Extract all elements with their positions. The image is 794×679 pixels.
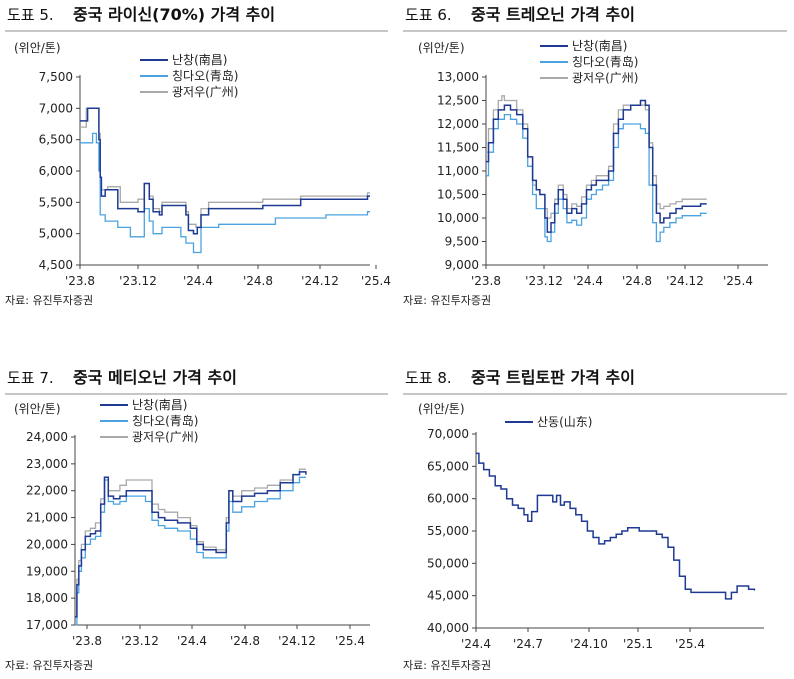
y-unit-label: (위안/톤) <box>418 41 465 55</box>
source-note: 자료: 유진투자증권 <box>5 294 93 307</box>
y-tick-label: 10,500 <box>437 188 479 202</box>
y-tick-label: 21,000 <box>26 511 68 525</box>
y-tick-label: 12,500 <box>437 94 479 108</box>
x-tick-label: '23.8 <box>72 634 102 648</box>
y-tick-label: 9,500 <box>445 235 479 249</box>
y-tick-label: 12,000 <box>437 117 479 131</box>
chart-panel-5: 도표 5. 중국 라이신(70%) 가격 추이 (위안/톤) 7,500 7,000 6,… <box>5 5 391 307</box>
y-tick-label: 22,000 <box>26 484 68 498</box>
legend-label: 난창(南昌) <box>132 397 187 412</box>
y-tick-label: 9,000 <box>445 258 479 272</box>
x-tick-label: '24.12 <box>278 634 316 648</box>
series-line-2 <box>486 113 707 243</box>
source-note: 자료: 유진투자증권 <box>403 659 491 672</box>
y-tick-label: 24,000 <box>26 430 68 444</box>
source-note: 자료: 유진투자증권 <box>403 294 491 307</box>
x-tick-label: '23.8 <box>65 274 95 288</box>
y-tick-label: 19,000 <box>26 564 68 578</box>
y-tick-label: 4,500 <box>39 258 73 272</box>
legend-label: 난창(南昌) <box>172 52 227 67</box>
x-tick-label: '23.8 <box>471 274 501 288</box>
chart-title: 중국 트레오닌 가격 추이 <box>471 5 635 24</box>
x-tick-label: '23.12 <box>121 634 159 648</box>
y-tick-label: 7,500 <box>39 70 73 84</box>
series-line-2 <box>75 476 306 626</box>
x-tick-label: '25.4 <box>335 634 365 648</box>
x-tick-label: '23.12 <box>525 274 563 288</box>
x-tick-label: '24.8 <box>243 274 273 288</box>
y-tick-label: 55,000 <box>427 524 469 538</box>
chart-panel-6: 도표 6. 중국 트레오닌 가격 추이 (위안/톤) 13,000 12,500 12,0… <box>403 5 787 307</box>
chart-panel-7: 도표 7. 중국 메티오닌 가격 추이 (위안/톤) 24,000 23,000 22,0… <box>5 368 388 672</box>
y-unit-label: (위안/톤) <box>14 41 61 55</box>
y-tick-label: 20,000 <box>26 537 68 551</box>
x-tick-label: '24.8 <box>622 274 652 288</box>
series-line-1 <box>486 99 707 233</box>
legend-label: 광저우(广州) <box>132 430 198 444</box>
y-tick-label: 10,000 <box>437 211 479 225</box>
y-unit-label: (위안/톤) <box>418 402 465 416</box>
series-line-3 <box>80 107 370 229</box>
x-tick-label: '24.12 <box>301 274 339 288</box>
y-tick-label: 23,000 <box>26 457 68 471</box>
chart-title: 중국 메티오닌 가격 추이 <box>73 368 237 387</box>
chart-title: 중국 라이신(70%) 가격 추이 <box>73 5 275 24</box>
y-tick-label: 50,000 <box>427 556 469 570</box>
y-tick-label: 5,500 <box>39 195 73 209</box>
x-tick-label: '25.1 <box>623 637 653 651</box>
figure-label: 도표 5. <box>7 6 54 24</box>
x-tick-label: '24.12 <box>666 274 704 288</box>
series-line-3 <box>75 468 306 613</box>
figure-label: 도표 8. <box>405 369 452 387</box>
series-line-1 <box>75 471 307 618</box>
x-tick-label: '24.4 <box>461 637 491 651</box>
chart-title: 중국 트립토판 가격 추이 <box>471 368 635 387</box>
y-tick-label: 60,000 <box>427 492 469 506</box>
figure-label: 도표 6. <box>405 6 452 24</box>
x-tick-label: '25.4 <box>675 637 705 651</box>
x-tick-label: '25.4 <box>723 274 753 288</box>
y-tick-label: 18,000 <box>26 591 68 605</box>
x-tick-label: '24.4 <box>573 274 603 288</box>
figure-label: 도표 7. <box>7 369 54 387</box>
y-tick-label: 11,500 <box>437 141 479 155</box>
legend-label: 광저우(广州) <box>572 71 638 85</box>
legend-label: 산동(山东) <box>537 415 592 429</box>
y-tick-label: 17,000 <box>26 618 68 632</box>
x-tick-label: '25.4 <box>361 274 391 288</box>
y-tick-label: 70,000 <box>427 427 469 441</box>
series-line-1 <box>80 107 370 235</box>
y-tick-label: 6,000 <box>39 164 73 178</box>
y-unit-label: (위안/톤) <box>14 402 61 416</box>
y-tick-label: 45,000 <box>427 589 469 603</box>
legend-label: 칭다오(青岛) <box>132 413 198 428</box>
series-line-3 <box>486 95 707 219</box>
y-tick-label: 11,000 <box>437 164 479 178</box>
x-tick-label: '24.7 <box>513 637 543 651</box>
y-tick-label: 6,500 <box>39 133 73 147</box>
y-tick-label: 40,000 <box>427 621 469 635</box>
y-tick-label: 13,000 <box>437 70 479 84</box>
x-tick-label: '24.10 <box>570 637 608 651</box>
series-line-2 <box>80 132 370 254</box>
y-tick-label: 5,000 <box>39 227 73 241</box>
legend-label: 칭다오(青岛) <box>172 68 238 83</box>
y-tick-label: 65,000 <box>427 459 469 473</box>
chart-panel-8: 도표 8. 중국 트립토판 가격 추이 (위안/톤) 70,000 65,000 60,0… <box>403 368 787 672</box>
source-note: 자료: 유진투자증권 <box>5 659 93 672</box>
x-tick-label: '24.8 <box>230 634 260 648</box>
series-line-1 <box>476 452 756 600</box>
y-tick-label: 7,000 <box>39 101 73 115</box>
legend-label: 난창(南昌) <box>572 38 627 53</box>
x-tick-label: '23.12 <box>119 274 157 288</box>
legend-label: 칭다오(青岛) <box>572 54 638 69</box>
x-tick-label: '24.4 <box>177 634 207 648</box>
legend-label: 광저우(广州) <box>172 85 238 99</box>
x-tick-label: '24.4 <box>183 274 213 288</box>
